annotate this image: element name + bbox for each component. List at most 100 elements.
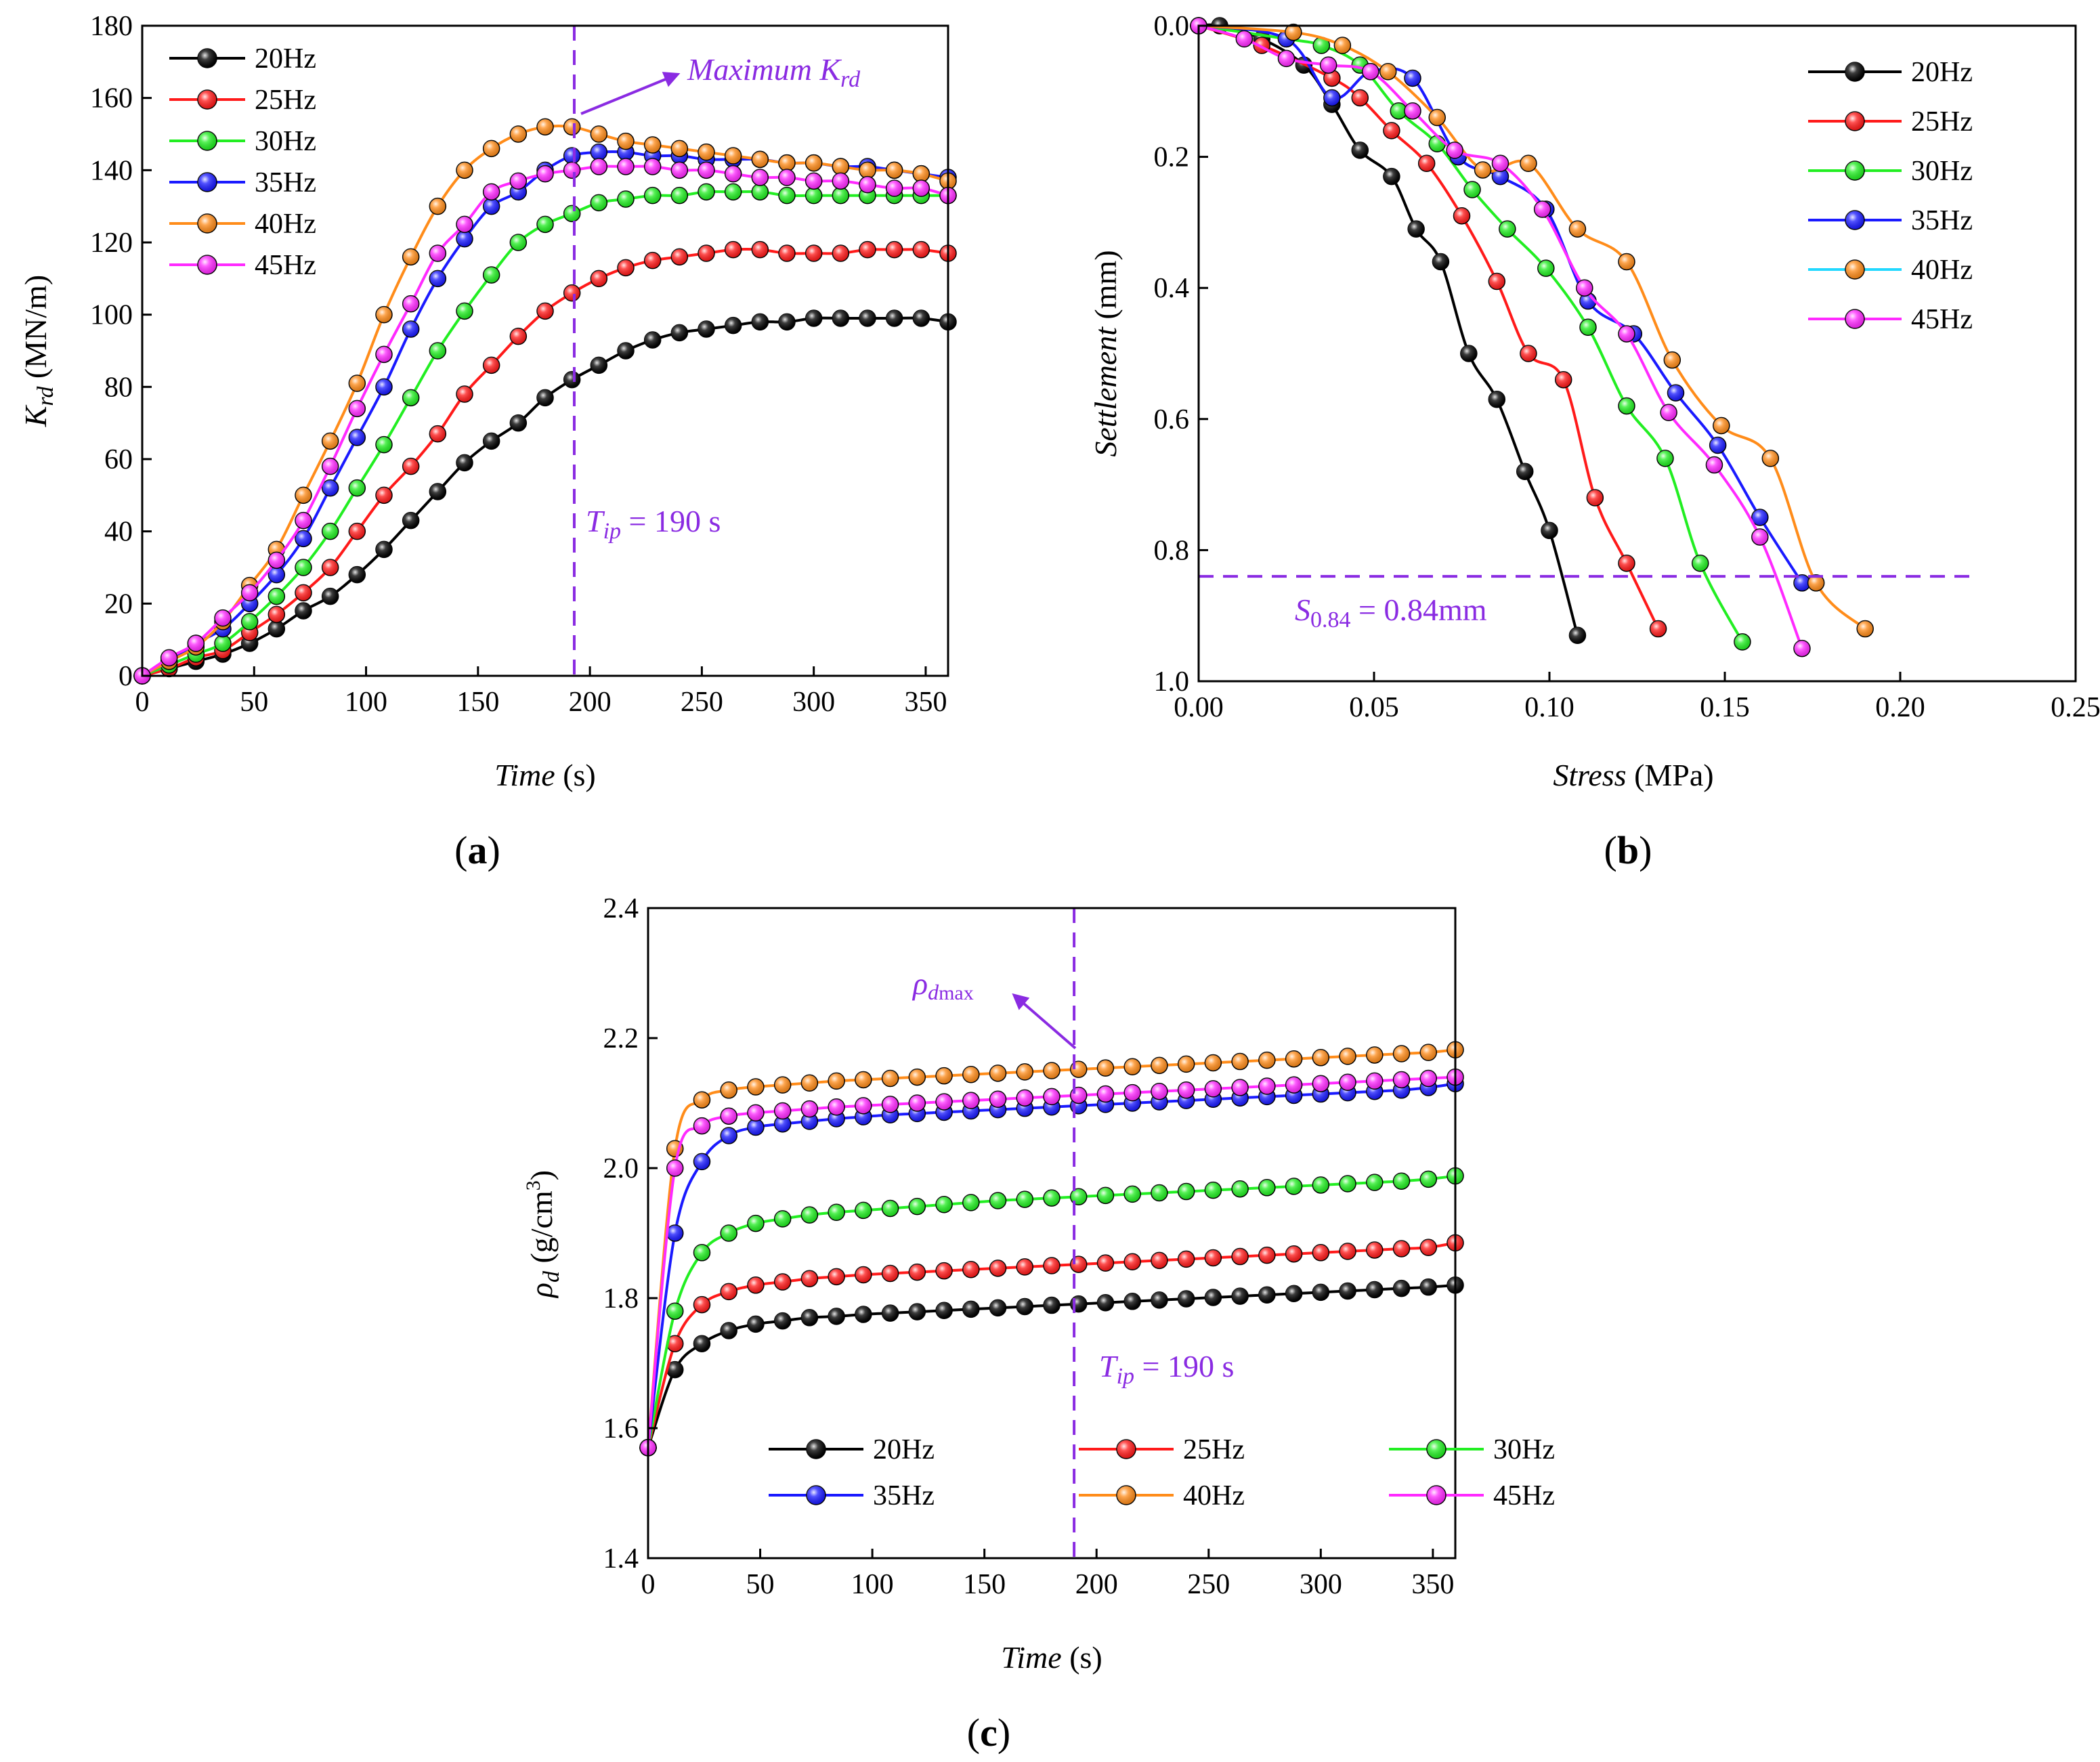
- data-point-25Hz-shine: [1258, 1247, 1275, 1264]
- data-point-40Hz-shine: [402, 249, 419, 265]
- data-point-40Hz-shine: [1124, 1058, 1141, 1075]
- legend-label: 35Hz: [873, 1480, 935, 1511]
- data-point-35Hz: [590, 143, 608, 161]
- data-point-35Hz: [720, 1127, 737, 1144]
- data-point-40Hz-shine: [1151, 1057, 1167, 1074]
- data-point-25Hz: [751, 240, 769, 259]
- x-tick-label: 0.00: [1174, 692, 1224, 723]
- data-point-30Hz-shine: [828, 1204, 845, 1221]
- data-point-40Hz-shine: [591, 126, 607, 142]
- legend-label: 30Hz: [1911, 156, 1973, 187]
- data-point-40Hz-shine: [805, 154, 822, 171]
- legend-item-45Hz: 45Hz: [1389, 1480, 1555, 1511]
- data-point-35Hz-shine: [774, 1115, 791, 1132]
- data-point-35Hz: [429, 270, 447, 288]
- data-point-40Hz-shine: [774, 1077, 791, 1094]
- data-point-25Hz: [1016, 1258, 1034, 1276]
- data-point-45Hz: [828, 1098, 845, 1116]
- data-point-40Hz-shine: [698, 144, 714, 160]
- x-tick-label: 100: [345, 687, 387, 718]
- data-point-25Hz: [402, 457, 420, 475]
- data-point-30Hz: [1691, 555, 1709, 572]
- data-point-35Hz-shine: [349, 429, 366, 446]
- data-point-25Hz-shine: [1151, 1252, 1167, 1269]
- data-point-20Hz: [1568, 626, 1587, 644]
- panel-a-x-axis-title: Time (s): [494, 758, 596, 792]
- data-point-45Hz: [908, 1094, 926, 1112]
- data-point-25Hz-shine: [1587, 489, 1604, 506]
- data-point-40Hz: [859, 161, 876, 179]
- data-point-20Hz-shine: [322, 588, 339, 605]
- data-point-20Hz: [773, 1312, 792, 1330]
- data-point-40Hz: [778, 154, 796, 172]
- data-point-25Hz: [855, 1266, 872, 1284]
- y-tick-label: 2.2: [603, 1023, 639, 1054]
- data-point-25Hz-shine: [989, 1260, 1006, 1276]
- data-point-20Hz-shine: [725, 317, 742, 334]
- data-point-30Hz: [1390, 102, 1408, 120]
- data-point-35Hz-shine: [721, 1127, 737, 1144]
- data-point-40Hz: [1151, 1056, 1168, 1075]
- data-point-20Hz: [1231, 1287, 1249, 1305]
- data-point-20Hz-shine: [1408, 221, 1425, 238]
- data-point-45Hz-shine: [801, 1100, 818, 1117]
- legend-item-25Hz: 25Hz: [1808, 106, 1973, 137]
- data-point-20Hz: [962, 1300, 980, 1318]
- data-point-20Hz-shine: [563, 371, 580, 388]
- data-point-20Hz-shine: [1516, 463, 1533, 480]
- data-point-35Hz-shine: [376, 379, 392, 395]
- data-point-45Hz: [1016, 1089, 1034, 1107]
- data-point-25Hz: [348, 522, 366, 540]
- data-point-40Hz: [1713, 416, 1730, 435]
- data-point-40Hz-shine: [510, 126, 527, 142]
- data-point-45Hz-shine: [188, 635, 205, 651]
- data-point-45Hz: [912, 179, 930, 197]
- data-point-45Hz: [1258, 1077, 1276, 1095]
- data-point-30Hz: [348, 479, 366, 497]
- data-point-20Hz: [295, 602, 312, 620]
- data-point-20Hz-shine: [1432, 253, 1449, 270]
- data-point-45Hz-shine: [913, 180, 930, 196]
- data-point-20Hz-shine: [752, 314, 769, 330]
- data-point-45Hz: [1277, 49, 1295, 68]
- data-point-25Hz: [989, 1260, 1007, 1277]
- data-point-35Hz: [563, 147, 581, 165]
- data-point-30Hz-shine: [936, 1196, 953, 1213]
- data-point-30Hz-shine: [909, 1198, 926, 1215]
- data-point-40Hz: [908, 1068, 926, 1086]
- legend-label: 40Hz: [255, 209, 316, 240]
- panel-b-y-axis-title: Settlement (mm): [1088, 250, 1123, 456]
- panel-c-y-axis-title: ρd (g/cm3): [522, 1170, 564, 1299]
- data-point-20Hz-shine: [268, 620, 285, 637]
- data-point-40Hz-shine: [1618, 253, 1635, 270]
- legend-marker-shine: [807, 1486, 826, 1505]
- legend-marker: [1845, 62, 1865, 82]
- legend-marker-shine: [1845, 211, 1864, 230]
- data-point-25Hz: [693, 1295, 711, 1314]
- panel-c-data: [639, 908, 1464, 1558]
- data-point-25Hz-shine: [859, 241, 876, 258]
- data-point-35Hz: [456, 230, 473, 248]
- data-point-45Hz: [693, 1117, 711, 1135]
- data-point-20Hz: [1366, 1281, 1384, 1299]
- data-point-25Hz: [859, 240, 876, 259]
- data-point-45Hz-shine: [1393, 1071, 1410, 1088]
- data-point-45Hz: [698, 161, 715, 179]
- x-tick-label: 250: [1187, 1569, 1230, 1600]
- data-point-40Hz-shine: [1762, 450, 1779, 467]
- panel-b: 0.00 0.05 0.10 0.15 0.20 0.25 0.0 0.2 0.4 0.6 0.8…: [1088, 11, 2100, 872]
- data-point-25Hz: [778, 244, 796, 262]
- data-point-45Hz: [855, 1097, 872, 1115]
- data-point-40Hz-shine: [295, 487, 312, 504]
- data-point-40Hz: [1474, 161, 1492, 179]
- legend-marker: [197, 131, 217, 151]
- data-point-20Hz: [1043, 1296, 1060, 1314]
- data-point-45Hz: [805, 172, 823, 190]
- data-point-45Hz-shine: [376, 346, 392, 363]
- data-point-30Hz-shine: [483, 267, 500, 283]
- data-point-20Hz: [989, 1299, 1007, 1317]
- data-point-30Hz: [720, 1224, 737, 1242]
- legend-marker: [1845, 160, 1865, 181]
- data-point-45Hz: [240, 584, 259, 602]
- data-point-40Hz: [773, 1076, 792, 1094]
